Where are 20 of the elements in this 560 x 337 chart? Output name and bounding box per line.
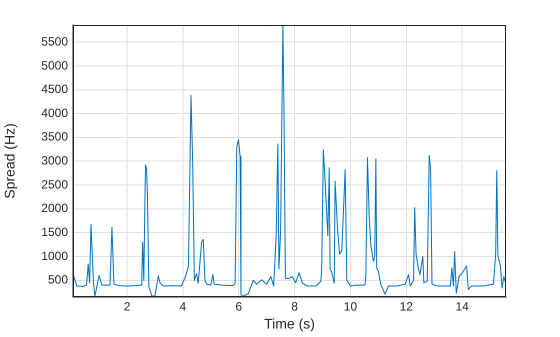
y-tick-label: 2000: [41, 201, 68, 216]
y-tick-label: 3500: [41, 130, 68, 144]
x-tick-label: 6: [235, 300, 242, 314]
x-tick-label: 12: [400, 300, 414, 314]
y-tick-label: 1000: [41, 248, 68, 263]
x-axis-title: Time (s): [264, 315, 315, 332]
x-tick-label: 14: [455, 300, 470, 314]
y-tick-label: 3000: [41, 154, 68, 168]
y-tick-label: 4500: [41, 82, 68, 96]
y-tick-label: 5000: [41, 58, 68, 72]
x-tick-label: 8: [291, 300, 298, 314]
y-tick-label: 500: [48, 272, 68, 287]
x-tick-label: 4: [180, 300, 187, 314]
y-tick-label: 4000: [41, 106, 68, 120]
y-axis-title: Spread (Hz): [1, 123, 18, 199]
y-tick-label: 5500: [41, 34, 68, 48]
x-tick-label: 2: [124, 300, 131, 314]
y-tick-label: 2500: [41, 177, 68, 192]
y-tick-label: 1500: [41, 225, 68, 240]
x-tick-label: 10: [344, 300, 358, 314]
